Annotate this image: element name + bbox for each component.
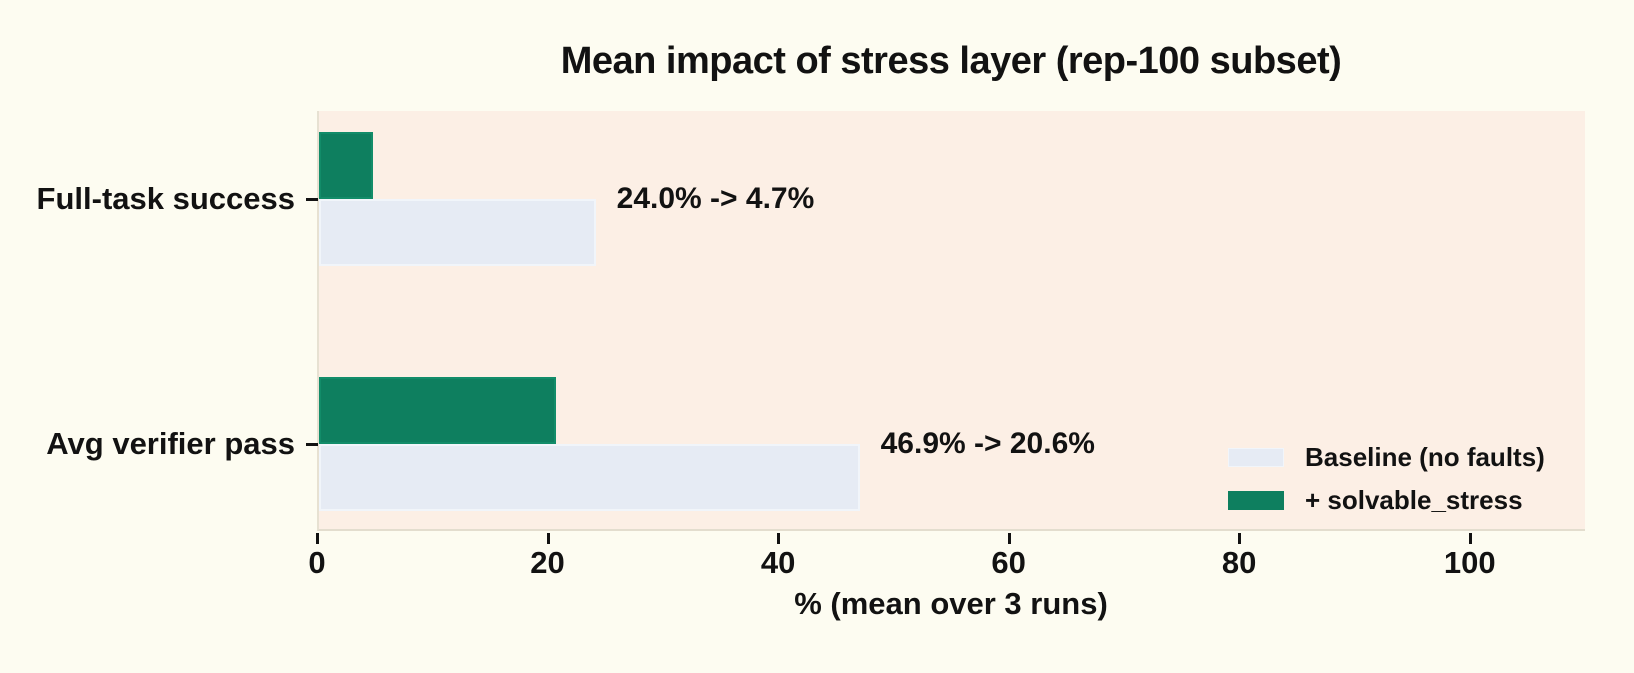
annotation-avg-verifier-pass: 46.9% -> 20.6% xyxy=(880,427,1095,460)
y-tick-mark xyxy=(306,443,318,446)
x-tick-label-80: 80 xyxy=(1221,545,1257,580)
category-label-avg-verifier-pass: Avg verifier pass xyxy=(46,426,295,461)
legend-label-baseline: Baseline (no faults) xyxy=(1305,442,1545,472)
x-tick-mark xyxy=(1007,533,1011,544)
x-tick-mark xyxy=(1238,533,1242,544)
x-tick-mark xyxy=(1468,533,1472,544)
x-tick-label-60: 60 xyxy=(991,545,1026,580)
x-axis-label: % (mean over 3 runs) xyxy=(794,586,1108,621)
legend-row-stress: + solvable_stress xyxy=(1228,479,1545,522)
stress-bar-full-task-success xyxy=(319,132,374,199)
annotation-full-task-success: 24.0% -> 4.7% xyxy=(616,182,815,215)
chart-title: Mean impact of stress layer (rep-100 sub… xyxy=(560,40,1342,82)
baseline-bar-full-task-success xyxy=(319,199,596,266)
x-tick-label-20: 20 xyxy=(530,545,565,580)
x-tick-label-0: 0 xyxy=(308,545,326,580)
y-tick-mark xyxy=(306,198,318,201)
x-tick-mark xyxy=(777,533,781,544)
legend: Baseline (no faults) + solvable_stress xyxy=(1228,436,1545,522)
x-tick-label-40: 40 xyxy=(760,545,796,580)
x-tick-mark xyxy=(316,533,319,544)
stress-legend-swatch xyxy=(1228,491,1284,510)
x-tick-mark xyxy=(546,533,550,544)
legend-label-stress: + solvable_stress xyxy=(1305,485,1523,515)
baseline-legend-swatch xyxy=(1228,448,1284,467)
legend-row-baseline: Baseline (no faults) xyxy=(1228,436,1545,479)
stress-bar-avg-verifier-pass xyxy=(319,377,557,444)
category-label-full-task-success: Full-task success xyxy=(36,181,295,216)
baseline-bar-avg-verifier-pass xyxy=(319,444,860,511)
x-tick-label-100: 100 xyxy=(1443,545,1496,580)
plot-area: 24.0% -> 4.7% 46.9% -> 20.6% Baseline (no … xyxy=(317,111,1585,531)
